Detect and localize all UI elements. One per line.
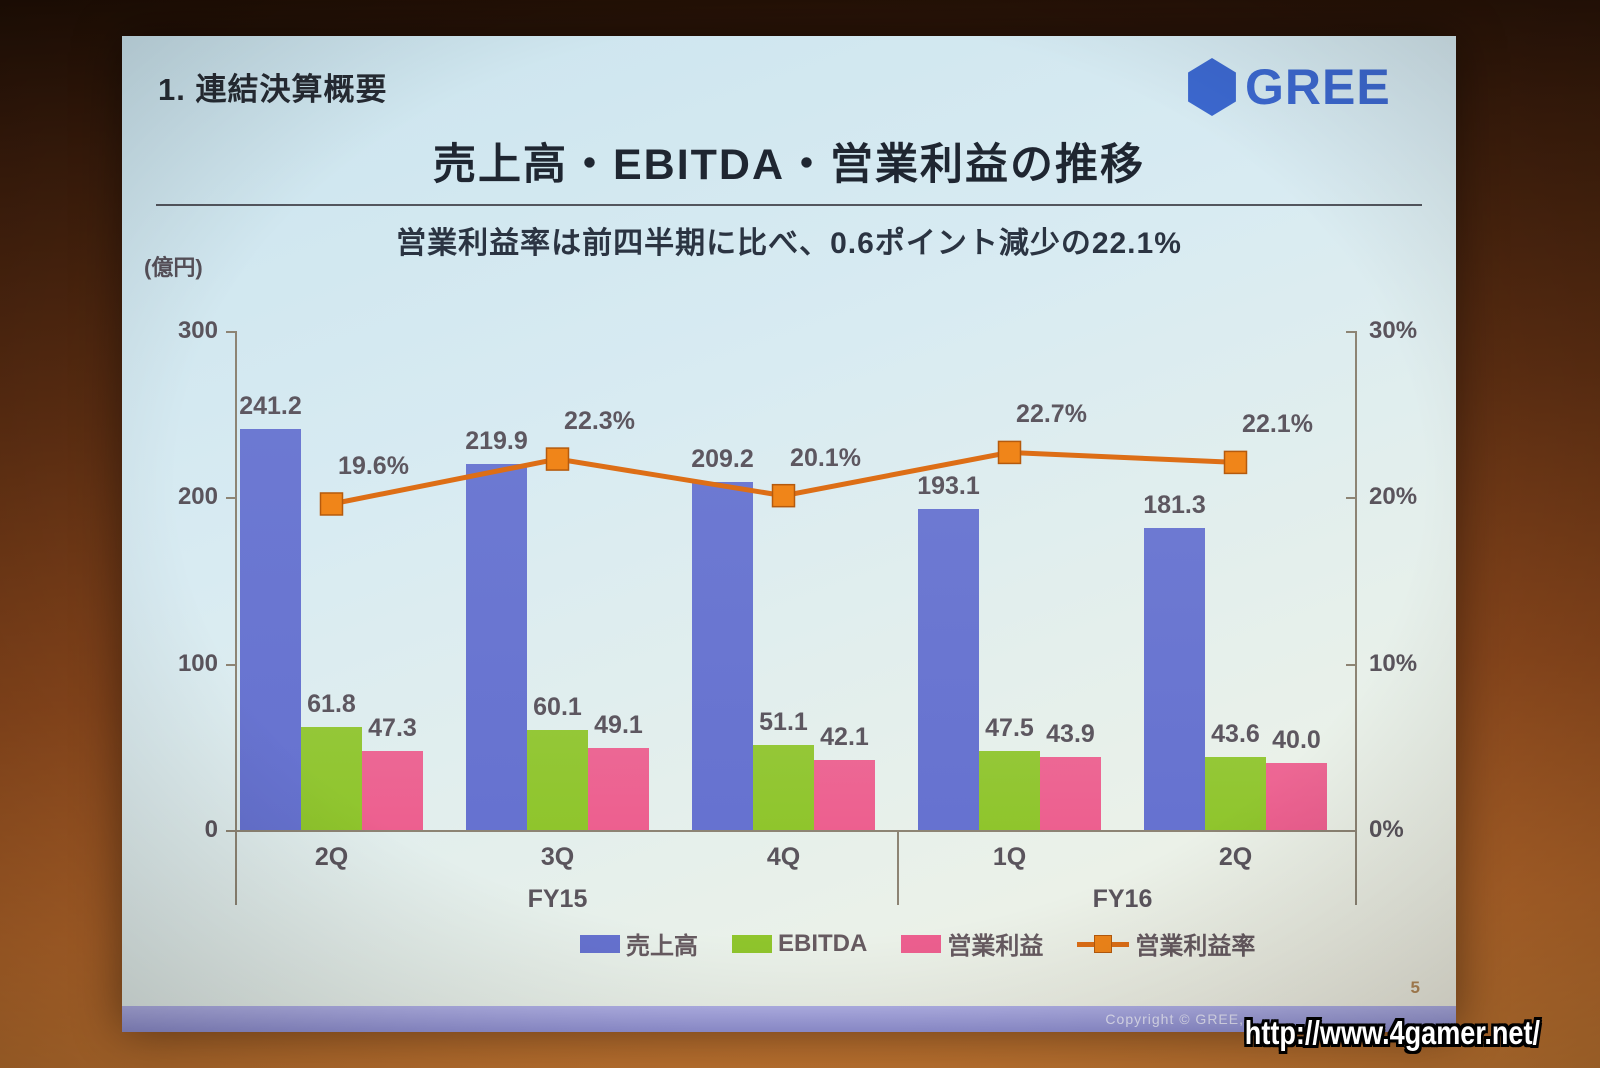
bar-EBITDA-3Q <box>527 730 588 830</box>
legend-line-swatch <box>1077 934 1130 954</box>
legend-line-marker <box>1094 934 1113 953</box>
margin-marker <box>771 483 796 508</box>
legend-item: 営業利益 <box>901 926 1043 961</box>
legend-label: 売上高 <box>626 933 698 960</box>
bar-value-label: 40.0 <box>1272 726 1321 755</box>
margin-value-label: 20.1% <box>790 443 861 472</box>
left-axis-tick-label: 0 <box>204 816 218 843</box>
x-category-label: 3Q <box>540 843 575 871</box>
chart-title: 売上高・EBITDA・営業利益の推移 <box>432 141 1146 189</box>
bar-営業利益-1Q <box>1040 756 1101 830</box>
page-number: 5 <box>1410 978 1420 997</box>
margin-line-series <box>319 440 1248 516</box>
margin-value-label: 22.7% <box>1016 400 1087 429</box>
bar-営業利益-4Q <box>814 759 875 830</box>
right-axis-tick-label: 30% <box>1369 317 1418 344</box>
bar-営業利益-2Q <box>1266 763 1327 830</box>
left-axis-tick-label: 300 <box>177 317 218 344</box>
bar-EBITDA-2Q <box>301 727 362 830</box>
right-axis-tick-label: 20% <box>1369 483 1418 511</box>
copyright-text: Copyright © GREE, <box>1105 1011 1244 1027</box>
legend-item: 営業利益率 <box>1077 926 1255 961</box>
bar-value-label: 43.9 <box>1046 719 1095 748</box>
right-axis-tick <box>1346 331 1356 333</box>
bar-value-label: 181.3 <box>1143 491 1206 520</box>
bar-売上高-2Q <box>240 428 301 830</box>
bar-EBITDA-4Q <box>753 745 814 830</box>
legend-label: 営業利益 <box>947 933 1044 960</box>
bar-value-label: 47.3 <box>368 714 417 743</box>
margin-value-label: 19.6% <box>338 451 409 480</box>
bar-value-label: 42.1 <box>820 722 869 751</box>
legend-swatch <box>580 934 620 953</box>
left-axis-tick <box>226 830 236 832</box>
fiscal-year-label: FY16 <box>1092 885 1153 913</box>
x-category-label: 1Q <box>992 843 1027 871</box>
bar-営業利益-3Q <box>588 748 649 830</box>
legend-item: 売上高 <box>580 926 698 961</box>
fiscal-year-label: FY15 <box>527 885 588 913</box>
bar-売上高-4Q <box>692 482 753 830</box>
left-axis-tick-label: 200 <box>177 483 218 511</box>
bar-value-label: 49.1 <box>594 711 643 740</box>
chart-subtitle: 営業利益率は前四半期に比べ、0.6ポイント減少の22.1% <box>396 227 1182 260</box>
gree-logo: GREE <box>1186 58 1391 116</box>
right-axis-tick <box>1346 663 1356 666</box>
bar-売上高-2Q <box>1144 528 1205 830</box>
section-title: 1. 連結決算概要 <box>158 72 388 107</box>
left-axis-tick <box>226 331 236 333</box>
right-axis-tick <box>1346 830 1356 832</box>
bar-value-label: 47.5 <box>985 713 1034 742</box>
left-axis-tick-label: 100 <box>177 649 218 677</box>
fiscal-year-divider <box>896 830 899 905</box>
left-axis-tick <box>226 663 236 666</box>
bar-売上高-3Q <box>466 464 527 830</box>
footer-strip: Copyright © GREE, <box>122 1006 1456 1032</box>
right-axis-tick-label: 10% <box>1369 649 1418 677</box>
gree-hexagon-icon <box>1188 58 1236 116</box>
combo-chart: 300 200 100 0 30% 20% 10% 0% 241.2 219.9 209.2 193.… <box>122 36 1456 1032</box>
legend-label: 営業利益率 <box>1135 933 1256 960</box>
title-divider <box>156 204 1422 206</box>
gree-logo-text: GREE <box>1245 59 1391 115</box>
margin-value-label: 22.1% <box>1242 410 1313 439</box>
legend-label: EBITDA <box>778 929 868 957</box>
bar-value-label: 43.6 <box>1211 720 1260 749</box>
presentation-slide: 1. 連結決算概要 GREE 売上高・EBITDA・営業利益の推移 営業利益率は… <box>122 36 1456 1032</box>
bar-value-label: 51.1 <box>759 708 808 736</box>
legend-item: EBITDA <box>732 930 867 958</box>
chart-legend: 売上高 EBITDA 営業利益 営業利益率 <box>580 926 1255 961</box>
margin-marker <box>1223 450 1248 475</box>
bar-value-label: 60.1 <box>533 693 582 722</box>
bar-売上高-1Q <box>918 508 979 830</box>
legend-swatch <box>901 934 942 953</box>
x-category-label: 2Q <box>314 843 349 871</box>
y-axis-unit-label: (億円) <box>144 255 203 280</box>
legend-swatch <box>732 934 772 953</box>
right-axis-tick-label: 0% <box>1369 816 1404 843</box>
watermark-url: http://www.4gamer.net/ <box>1244 1014 1540 1051</box>
x-category-label: 4Q <box>766 843 801 871</box>
margin-value-label: 22.3% <box>564 407 635 436</box>
bar-営業利益-2Q <box>362 751 423 830</box>
x-axis-baseline <box>235 830 1357 832</box>
right-axis-tick <box>1346 497 1356 500</box>
bar-value-label: 193.1 <box>917 471 980 500</box>
margin-marker <box>997 440 1022 465</box>
right-y-axis <box>1355 331 1357 905</box>
bar-value-label: 241.2 <box>239 391 302 420</box>
bar-value-label: 61.8 <box>307 690 356 719</box>
margin-marker <box>319 492 344 516</box>
bar-EBITDA-2Q <box>1205 757 1266 830</box>
left-y-axis <box>235 331 237 905</box>
left-axis-tick <box>226 497 236 500</box>
bar-EBITDA-1Q <box>979 750 1040 830</box>
x-category-label: 2Q <box>1218 843 1253 871</box>
